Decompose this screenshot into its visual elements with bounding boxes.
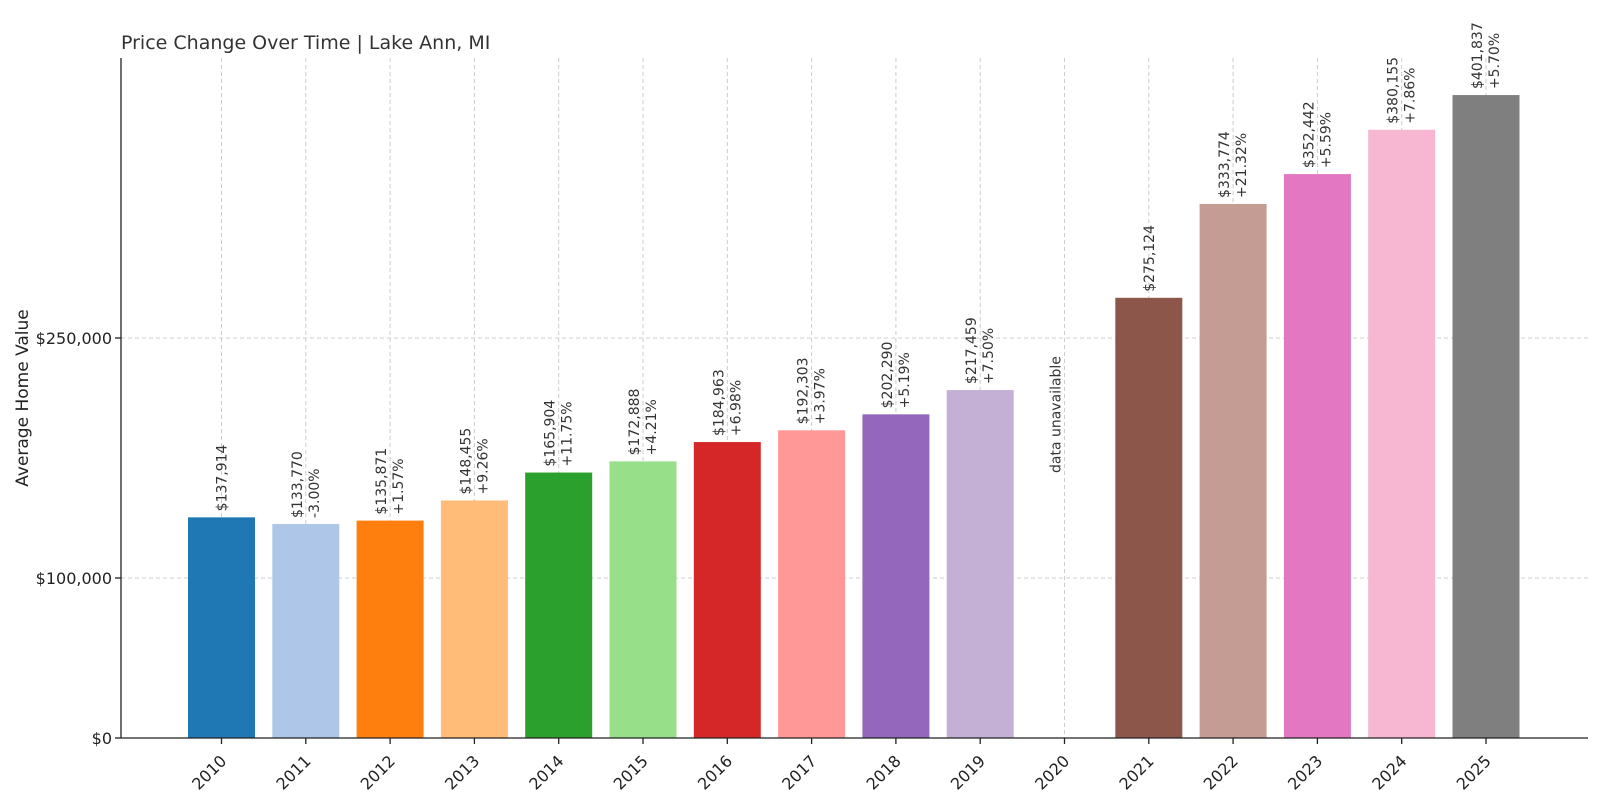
x-tick-label-2018: 2018	[863, 751, 905, 793]
axis-layer	[115, 58, 1588, 744]
change-label-2016: +6.98%	[728, 380, 744, 436]
bar-2014	[525, 472, 593, 738]
bar-2012	[356, 520, 424, 738]
x-tick-label-2015: 2015	[610, 751, 652, 793]
bar-2011	[272, 523, 340, 738]
change-label-2023: +5.59%	[1318, 112, 1334, 168]
value-label-2014: $165,904	[543, 400, 559, 467]
change-label-2022: +21.32%	[1234, 133, 1250, 198]
x-tick-label-2020: 2020	[1031, 751, 1073, 793]
y-axis-label: Average Home Value	[13, 309, 33, 487]
change-label-2018: +5.19%	[897, 352, 913, 408]
change-label-2013: +9.26%	[475, 438, 491, 494]
x-tick-label-2024: 2024	[1368, 751, 1410, 793]
x-tick-label-2021: 2021	[1115, 751, 1157, 793]
bar-2013	[440, 500, 508, 738]
x-tick-label-2010: 2010	[188, 751, 230, 793]
y-tick-label: $250,000	[36, 329, 112, 348]
value-label-2023: $352,442	[1301, 101, 1317, 168]
x-tick-label-2013: 2013	[441, 751, 483, 793]
change-label-2011: -3.00%	[307, 468, 323, 518]
x-tick-label-2014: 2014	[525, 751, 567, 793]
y-tick-label: $0	[92, 729, 112, 748]
bar-2010	[188, 517, 255, 738]
x-tick-label-2023: 2023	[1284, 751, 1326, 793]
x-tick-label-2019: 2019	[947, 751, 989, 793]
bar-layer	[188, 95, 1520, 739]
grid-layer	[121, 58, 1588, 738]
value-label-2019: $217,459	[964, 317, 980, 384]
value-label-2024: $380,155	[1386, 57, 1402, 124]
bar-2022	[1199, 203, 1267, 738]
bar-2015	[609, 461, 677, 738]
value-label-2021: $275,124	[1142, 225, 1158, 292]
bar-2017	[778, 430, 846, 738]
value-label-2011: $133,770	[290, 451, 306, 518]
y-tick-label: $100,000	[36, 569, 112, 588]
bar-2019	[946, 390, 1014, 738]
x-tick-label-2022: 2022	[1200, 751, 1242, 793]
value-label-2015: $172,888	[627, 389, 643, 456]
value-label-2018: $202,290	[880, 342, 896, 409]
bar-2023	[1283, 174, 1351, 739]
bar-2024	[1368, 129, 1436, 738]
bar-2025	[1452, 95, 1520, 739]
change-label-2012: +1.57%	[391, 458, 407, 514]
change-label-2015: +4.21%	[644, 399, 660, 455]
value-label-2017: $192,303	[796, 358, 812, 425]
x-tick-label-2025: 2025	[1453, 751, 1495, 793]
change-label-2019: +7.50%	[981, 328, 997, 384]
label-layer: $0 $100,000 $250,000 2010 2011 2012 2013 2014 20…	[36, 22, 1503, 793]
x-tick-label-2017: 2017	[778, 751, 820, 793]
change-label-2014: +11.75%	[560, 401, 576, 466]
value-label-2016: $184,963	[711, 369, 727, 436]
x-tick-label-2012: 2012	[357, 751, 399, 793]
x-tick-label-2011: 2011	[272, 751, 314, 793]
value-label-2013: $148,455	[458, 428, 474, 495]
change-label-2024: +7.86%	[1403, 68, 1419, 124]
x-tick-label-2016: 2016	[694, 751, 736, 793]
change-label-2017: +3.97%	[813, 368, 829, 424]
bar-2018	[862, 414, 930, 738]
chart-title: Price Change Over Time | Lake Ann, MI	[121, 32, 490, 54]
change-label-2025: +5.70%	[1487, 33, 1503, 89]
value-label-2022: $333,774	[1217, 131, 1233, 198]
value-label-2012: $135,871	[374, 448, 390, 515]
value-label-2025: $401,837	[1470, 22, 1486, 89]
value-label-2010: $137,914	[215, 444, 231, 511]
bar-2021	[1115, 297, 1183, 738]
missing-data-label: data unavailable	[1049, 356, 1065, 473]
bar-2016	[693, 442, 761, 738]
